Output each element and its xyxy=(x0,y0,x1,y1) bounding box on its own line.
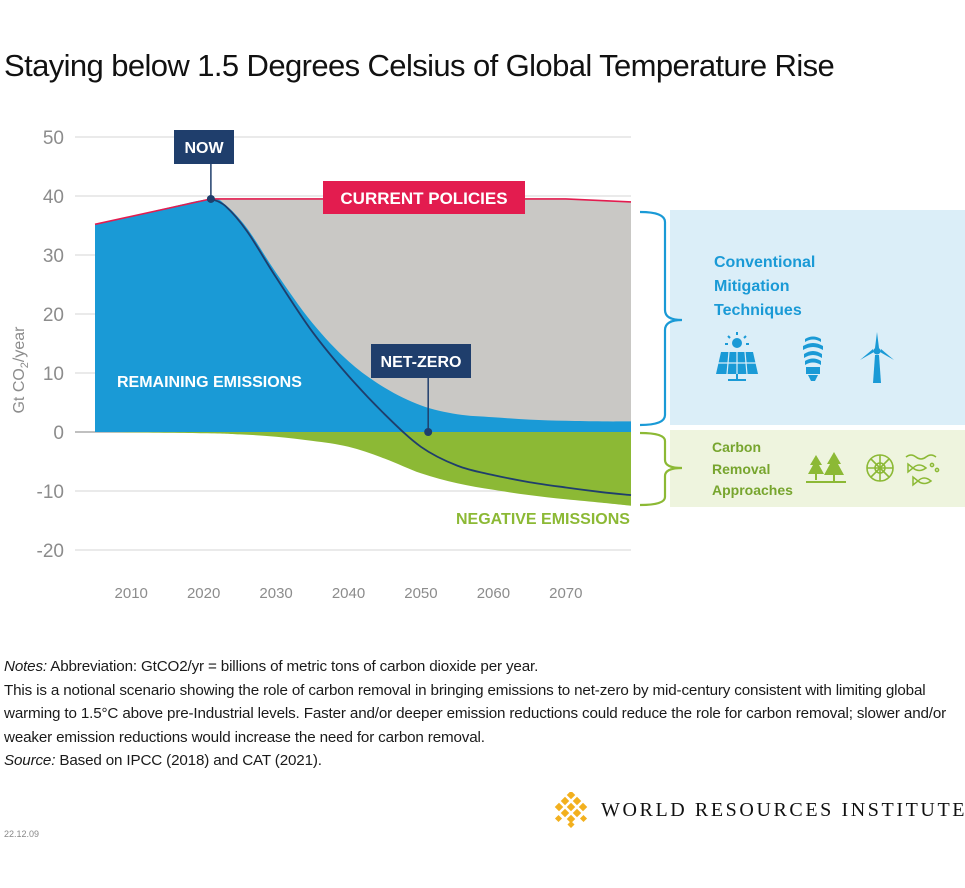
y-tick-label: 20 xyxy=(43,305,64,326)
chart-title: Staying below 1.5 Degrees Celsius of Glo… xyxy=(4,48,835,83)
net-zero-marker xyxy=(424,428,433,436)
x-tick-label: 2070 xyxy=(549,585,582,602)
x-tick-label: 2050 xyxy=(404,585,437,602)
now-callout-bg xyxy=(174,130,234,164)
cross-section-icon xyxy=(866,454,894,482)
net-zero-callout-label: NET-ZERO xyxy=(381,354,462,371)
wri-logo: WORLD RESOURCES INSTITUTE xyxy=(553,792,965,828)
x-tick-label: 2030 xyxy=(259,585,292,602)
y-axis-label: Gt CO2/year xyxy=(11,326,31,414)
conventional-title-3: Techniques xyxy=(714,302,802,319)
current-policies-label-bg xyxy=(323,181,525,214)
x-tick-label: 2040 xyxy=(332,585,365,602)
y-tick-labels: 50 40 30 20 10 0 -10 -20 xyxy=(37,128,64,562)
net-zero-callout-bg xyxy=(371,344,471,378)
conventional-bracket xyxy=(639,210,683,427)
removal-title-1: Carbon xyxy=(712,439,761,455)
y-tick-label: -20 xyxy=(37,541,64,562)
x-tick-label: 2010 xyxy=(115,585,148,602)
removal-title-2: Removal xyxy=(712,461,770,477)
ocean-icon xyxy=(905,454,940,487)
y-tick-label: 50 xyxy=(43,128,64,149)
conventional-title-1: Conventional xyxy=(714,254,815,271)
x-tick-labels: 2010 2020 2030 2040 2050 2060 2070 xyxy=(115,585,583,602)
removal-title-3: Approaches xyxy=(712,482,793,498)
negative-emissions-label: NEGATIVE EMISSIONS xyxy=(456,511,630,528)
wri-logo-text: WORLD RESOURCES INSTITUTE xyxy=(601,798,965,821)
y-tick-label: 30 xyxy=(43,246,64,267)
trees-icon xyxy=(806,452,846,483)
x-tick-label: 2060 xyxy=(477,585,510,602)
now-marker xyxy=(206,194,215,203)
x-tick-label: 2020 xyxy=(187,585,220,602)
y-tick-label: 40 xyxy=(43,187,64,208)
now-callout-label: NOW xyxy=(184,140,224,157)
y-tick-label: -10 xyxy=(37,482,64,503)
wri-logo-mark-icon xyxy=(554,792,588,828)
notes-block: Notes: Abbreviation: GtCO2/yr = billions… xyxy=(4,655,959,773)
wind-turbine-icon xyxy=(860,332,894,383)
notes-source: Source: Based on IPCC (2018) and CAT (20… xyxy=(4,752,322,769)
current-policies-label: CURRENT POLICIES xyxy=(340,189,507,208)
negative-emissions-area xyxy=(95,432,631,506)
conventional-title-2: Mitigation xyxy=(714,278,790,295)
y-tick-label: 10 xyxy=(43,364,64,385)
notes-abbreviation: Notes: Abbreviation: GtCO2/yr = billions… xyxy=(4,658,539,675)
solar-panel-icon xyxy=(716,332,758,381)
removal-bracket xyxy=(639,431,683,507)
remaining-emissions-area xyxy=(95,198,631,432)
chart-areas xyxy=(94,198,632,506)
conventional-panel xyxy=(670,210,965,425)
date-stamp: 22.12.09 xyxy=(4,829,40,839)
light-bulb-icon xyxy=(803,336,823,381)
y-tick-label: 0 xyxy=(53,423,64,444)
net-emissions-line xyxy=(210,198,632,496)
remaining-emissions-label: REMAINING EMISSIONS xyxy=(117,374,302,391)
notes-body: This is a notional scenario showing the … xyxy=(4,681,947,746)
